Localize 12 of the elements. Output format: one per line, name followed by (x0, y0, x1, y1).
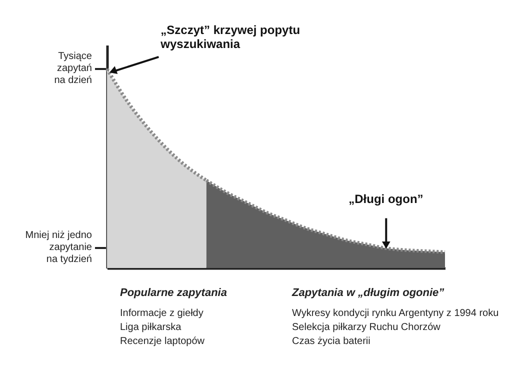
text: Selekcja piłkarzy Ruchu Chorzów (292, 321, 442, 335)
text: Zapytania w „długim ogonie” (292, 286, 446, 300)
text: Mniej niż jedno zapytanie na tydzień (25, 230, 92, 266)
text: Czas życia baterii (292, 335, 372, 349)
text: Liga piłkarska (120, 321, 182, 335)
text: Popularne zapytania (120, 286, 227, 300)
text: Informacje z giełdy (120, 307, 204, 321)
text: Tysiące zapytań na dzień (54, 50, 92, 87)
annotation: „Długi ogon” (348, 192, 424, 206)
text: Recenzje laptopów (120, 335, 206, 349)
text: „Szczyt” krzywej popytu wyszukiwania (160, 22, 300, 51)
text: Wykresy kondycji rynku Argentyny z 1994 roku (292, 307, 499, 321)
